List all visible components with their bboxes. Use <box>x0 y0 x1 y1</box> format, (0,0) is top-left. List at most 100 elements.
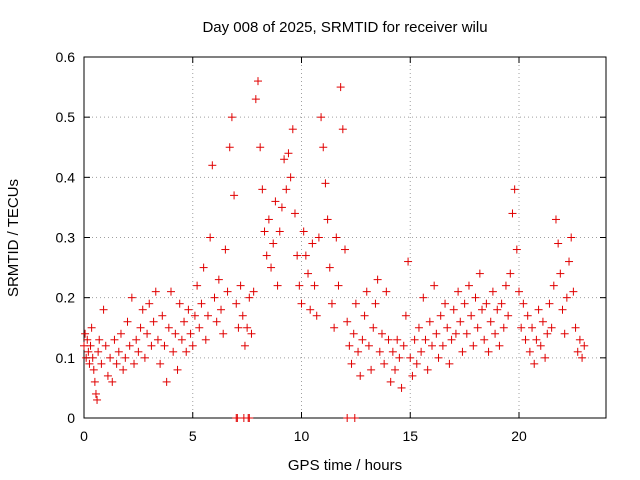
data-point <box>195 323 204 332</box>
data-point <box>375 347 384 356</box>
data-point <box>562 293 571 302</box>
data-point <box>91 389 100 398</box>
x-tick-label: 0 <box>80 428 88 444</box>
data-point <box>223 287 232 296</box>
data-point <box>88 353 97 362</box>
data-point <box>428 341 436 350</box>
data-point <box>349 329 358 338</box>
data-point <box>543 329 552 338</box>
data-point <box>493 305 502 314</box>
data-point <box>81 329 90 338</box>
data-point <box>388 347 397 356</box>
data-point <box>93 395 102 404</box>
data-point <box>343 317 352 326</box>
data-point <box>275 227 284 236</box>
data-point <box>497 299 506 308</box>
data-point <box>256 143 265 152</box>
data-point <box>297 299 306 308</box>
data-point <box>304 269 313 278</box>
data-point <box>438 341 447 350</box>
data-point <box>412 359 421 368</box>
data-point <box>254 77 262 86</box>
data-point <box>384 335 393 344</box>
y-tick-label: 0 <box>67 410 75 426</box>
data-point <box>99 305 108 314</box>
data-point <box>145 299 154 308</box>
data-point <box>317 113 326 122</box>
data-point <box>325 263 334 272</box>
data-point <box>521 335 530 344</box>
data-point <box>95 335 104 344</box>
y-tick-label: 0.1 <box>56 350 76 366</box>
data-point <box>227 113 236 122</box>
data-point <box>410 335 419 344</box>
data-point <box>417 347 426 356</box>
data-point <box>286 173 295 182</box>
data-point <box>258 185 267 194</box>
data-point <box>236 281 245 290</box>
data-point <box>249 287 258 296</box>
data-point <box>404 257 413 266</box>
x-axis-label: GPS time / hours <box>288 457 402 474</box>
data-point <box>234 323 243 332</box>
data-point <box>262 251 271 260</box>
data-point <box>173 365 182 374</box>
y-tick-label: 0.5 <box>56 109 76 125</box>
data-point <box>125 341 134 350</box>
data-point <box>432 329 441 338</box>
data-point <box>87 323 96 332</box>
data-point <box>110 335 119 344</box>
data-point <box>186 329 195 338</box>
data-point <box>571 323 580 332</box>
y-axis-label: SRMTID / TECUs <box>5 179 22 297</box>
data-point <box>528 323 537 332</box>
data-point <box>327 299 336 308</box>
data-point <box>134 347 143 356</box>
data-point <box>299 227 308 236</box>
data-point <box>169 347 178 356</box>
data-point <box>334 281 343 290</box>
data-point <box>399 341 408 350</box>
data-point <box>525 347 534 356</box>
data-point <box>264 215 273 224</box>
data-point <box>469 341 478 350</box>
data-point <box>301 251 310 260</box>
data-point <box>164 323 173 332</box>
data-point <box>517 323 526 332</box>
data-point <box>206 233 215 242</box>
data-point <box>347 359 356 368</box>
data-point <box>251 95 260 104</box>
data-point <box>119 365 128 374</box>
data-point <box>140 353 149 362</box>
data-point <box>89 365 98 374</box>
data-point <box>360 311 369 320</box>
data-point <box>495 341 504 350</box>
data-point <box>369 323 378 332</box>
data-point <box>441 299 450 308</box>
data-point <box>190 311 199 320</box>
data-point <box>267 263 276 272</box>
data-point <box>499 323 508 332</box>
data-point <box>101 341 110 350</box>
data-point <box>447 335 456 344</box>
data-point <box>332 233 341 242</box>
data-point <box>580 341 589 350</box>
x-tick-label: 10 <box>294 428 310 444</box>
data-point <box>323 215 332 224</box>
data-point <box>454 287 463 296</box>
data-point <box>180 317 189 326</box>
data-point <box>203 311 212 320</box>
data-point <box>565 257 574 266</box>
data-point <box>240 341 249 350</box>
data-point <box>354 347 363 356</box>
data-point <box>121 353 130 362</box>
data-point <box>358 335 367 344</box>
data-point <box>177 335 186 344</box>
data-point <box>458 347 467 356</box>
data-point <box>460 299 469 308</box>
data-point <box>147 341 156 350</box>
data-point <box>284 149 293 158</box>
data-point <box>290 209 299 218</box>
data-point <box>464 281 473 290</box>
